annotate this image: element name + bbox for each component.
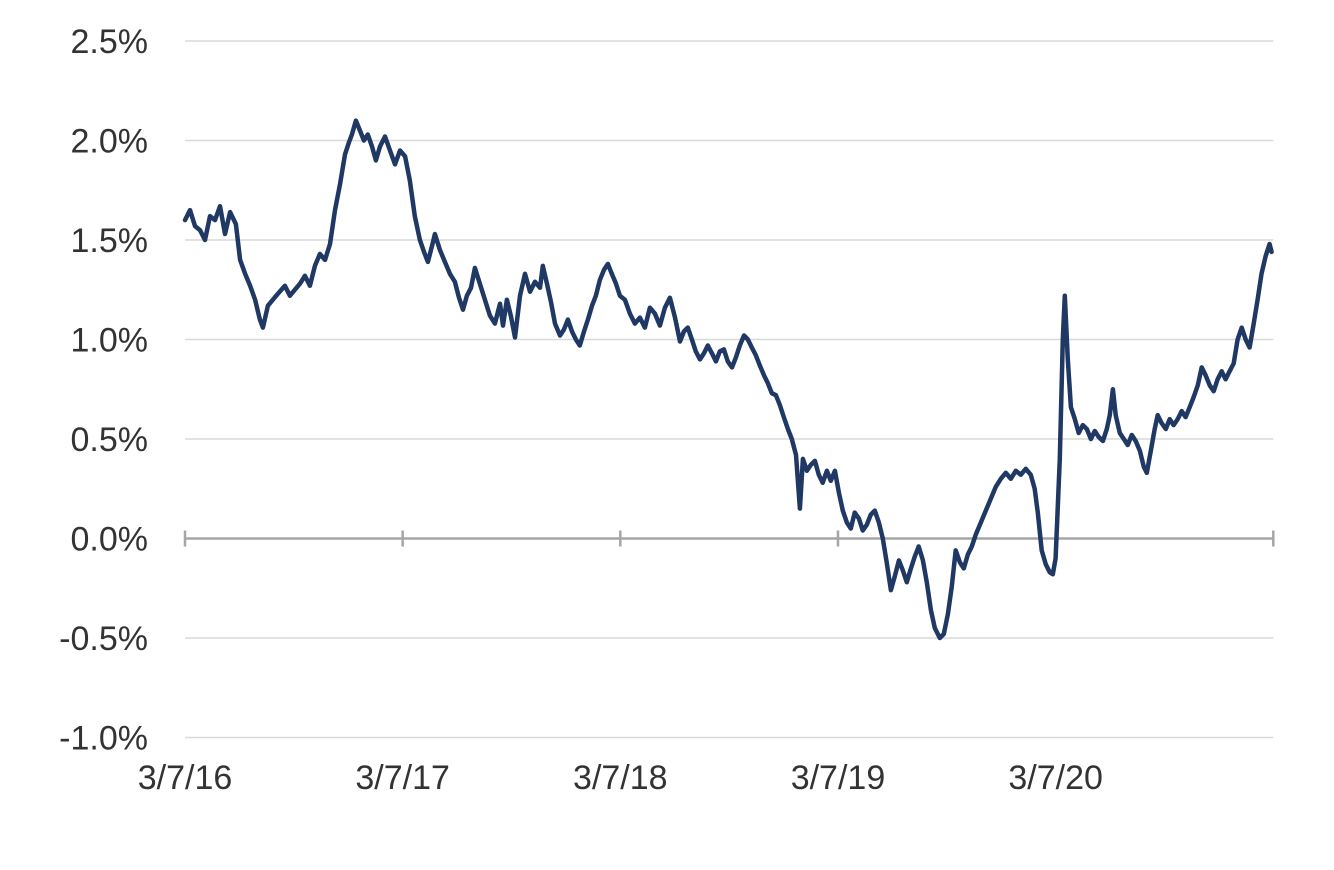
x-tick-label: 3/7/18 <box>573 759 668 797</box>
x-tick-label: 3/7/16 <box>138 759 233 797</box>
x-tick-label: 3/7/17 <box>355 759 450 797</box>
y-tick-label: -0.5% <box>59 620 148 658</box>
x-tick-label: 3/7/19 <box>791 759 886 797</box>
series-line <box>182 118 1274 641</box>
series-group <box>182 118 1274 641</box>
y-tick-label: 0.5% <box>71 421 149 459</box>
y-tick-label: 1.5% <box>71 222 149 260</box>
y-tick-label: 2.5% <box>71 23 149 61</box>
y-tick-label: 1.0% <box>71 322 149 360</box>
y-tick-label: 0.0% <box>71 521 149 559</box>
x-axis-labels-group: 3/7/16 3/7/17 3/7/18 3/7/19 3/7/20 <box>138 759 1103 797</box>
x-tick-label: 3/7/20 <box>1008 759 1103 797</box>
y-tick-label: 2.0% <box>71 123 149 161</box>
y-axis-labels-group: 2.5% 2.0% 1.5% 1.0% 0.5% 0.0% -0.5% -1.0% <box>59 23 148 758</box>
zero-axis-group <box>183 530 1275 547</box>
y-tick-label: -1.0% <box>59 720 148 758</box>
